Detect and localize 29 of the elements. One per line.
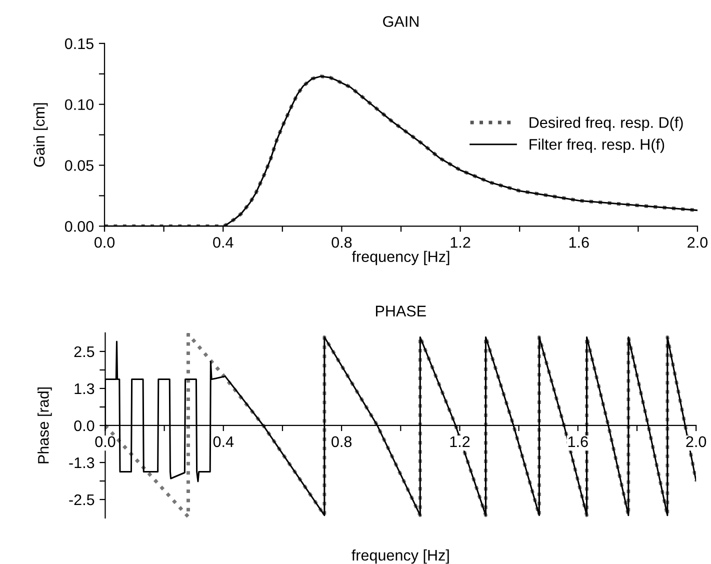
x-tick-label: 1.6 xyxy=(569,236,589,248)
y-tick-label: -1.3 xyxy=(69,457,94,468)
x-axis-title: frequency [Hz] xyxy=(352,549,449,564)
y-axis-title: Gain [cm] xyxy=(33,103,48,167)
x-tick-label: 0.8 xyxy=(332,236,352,248)
y-axis-title: Phase [rad] xyxy=(38,388,52,464)
x-tick-label: 2.0 xyxy=(686,436,706,448)
chart-title: PHASE xyxy=(376,306,426,316)
x-tick-label: 0.4 xyxy=(213,236,234,248)
y-tick-label: 0.05 xyxy=(64,160,94,171)
x-tick-label: 1.6 xyxy=(568,436,588,448)
x-tick-label: 0.0 xyxy=(94,236,115,248)
x-tick-label: 1.2 xyxy=(450,236,470,248)
y-tick-label: 2.5 xyxy=(74,346,94,358)
x-tick-label: 2.0 xyxy=(688,236,708,248)
x-tick-label: 0.4 xyxy=(213,436,234,448)
y-tick-label: -2.5 xyxy=(69,494,94,506)
chart-title: GAIN xyxy=(383,16,418,27)
y-tick-label: 0.00 xyxy=(64,221,94,232)
x-tick-label: 0.0 xyxy=(95,436,116,448)
y-tick-label: 1.3 xyxy=(74,383,94,394)
legend-label: Filter freq. resp. H(f) xyxy=(530,138,664,153)
x-axis-title: frequency [Hz] xyxy=(352,250,450,266)
x-tick-label: 1.2 xyxy=(450,436,470,447)
y-tick-label: 0.15 xyxy=(64,38,94,50)
y-tick-label: 0.10 xyxy=(64,99,94,110)
y-tick-label: 0.0 xyxy=(74,420,94,432)
x-tick-label: 0.8 xyxy=(332,436,352,448)
legend-label: Desired freq. resp. D(f) xyxy=(530,116,683,131)
